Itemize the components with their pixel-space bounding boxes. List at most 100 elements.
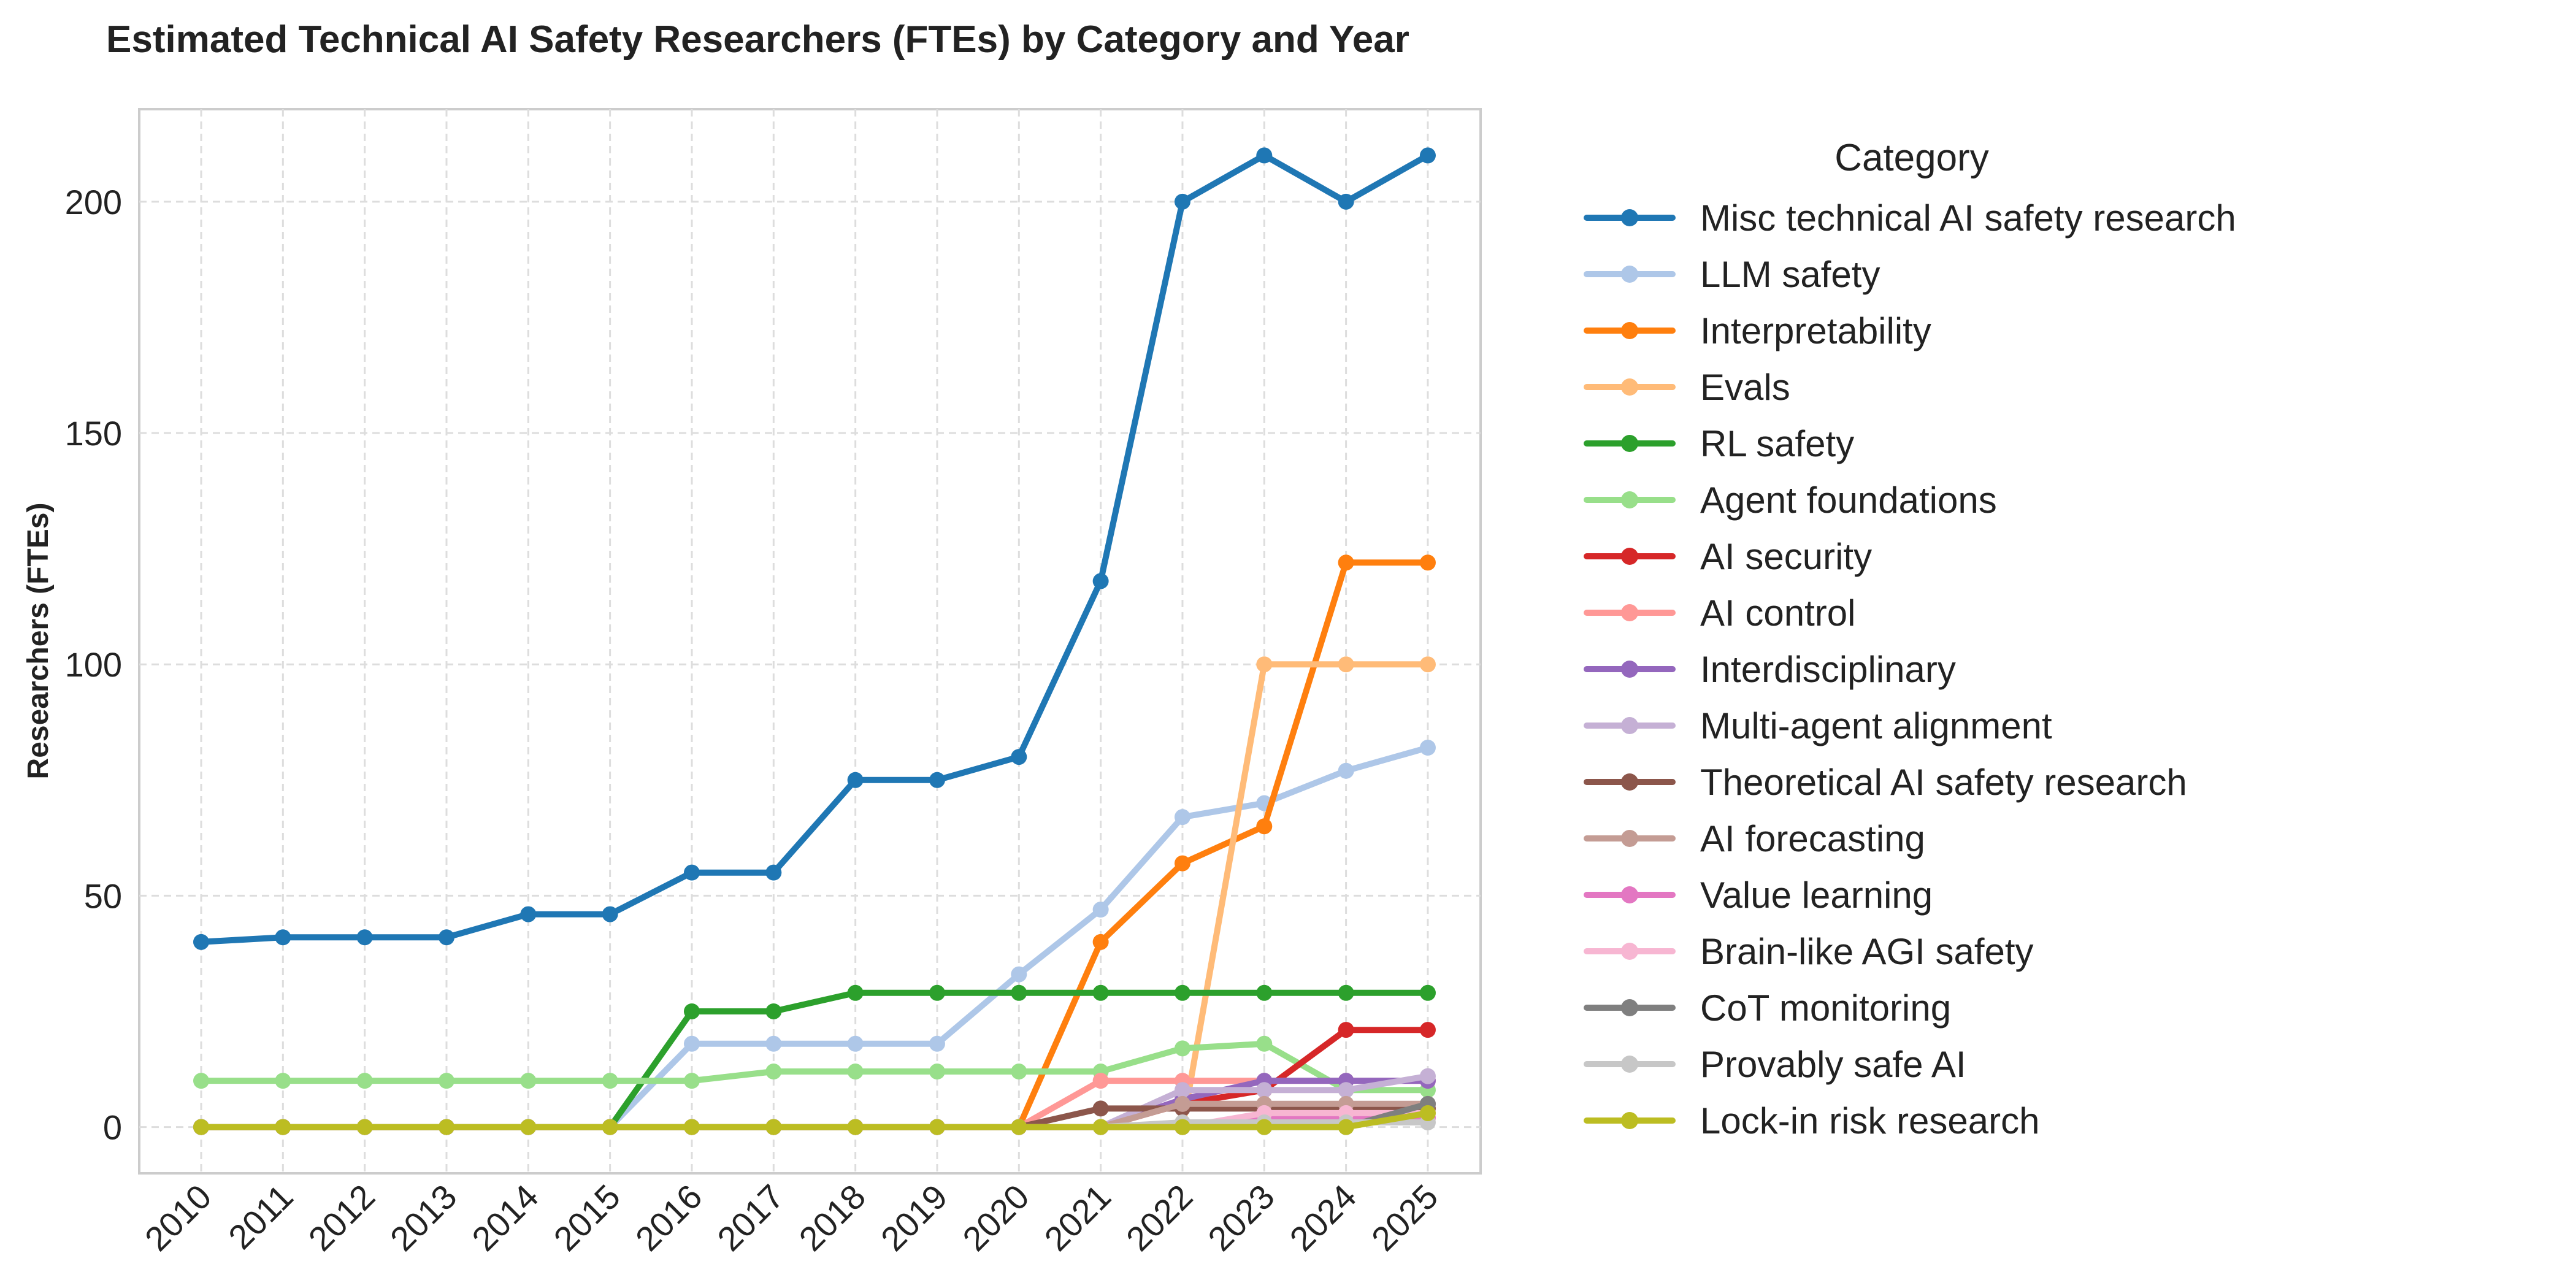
legend-item: Agent foundations [1584, 480, 1997, 521]
plot-area [138, 108, 1482, 1175]
legend-label: Provably safe AI [1700, 1044, 1966, 1085]
legend-item: CoT monitoring [1584, 987, 1951, 1029]
data-point [1338, 1082, 1354, 1098]
data-point [520, 906, 537, 922]
legend-label: CoT monitoring [1700, 987, 1951, 1029]
legend-item: RL safety [1584, 423, 1854, 464]
data-point [683, 1003, 700, 1019]
legend-label: LLM safety [1700, 254, 1880, 295]
data-point [847, 1119, 864, 1135]
legend-item: Misc technical AI safety research [1584, 197, 2236, 239]
data-point [356, 929, 373, 946]
data-point [765, 1035, 782, 1052]
legend-label: Misc technical AI safety research [1700, 197, 2236, 239]
data-point [1174, 1040, 1190, 1057]
data-point [1338, 1119, 1354, 1135]
legend-swatch-marker [1621, 661, 1638, 678]
data-point [1092, 902, 1109, 918]
data-point [1338, 554, 1354, 571]
legend-swatch-marker [1621, 943, 1638, 960]
data-point [847, 1064, 864, 1080]
data-point [1174, 1082, 1190, 1098]
data-point [1419, 740, 1436, 756]
data-point [1092, 1073, 1109, 1089]
data-point [929, 1119, 945, 1135]
data-point [1092, 933, 1109, 950]
data-point [683, 1035, 700, 1052]
data-point [1174, 1119, 1190, 1135]
data-point [1338, 762, 1354, 779]
legend-swatch-marker [1621, 322, 1638, 339]
data-point [1092, 1119, 1109, 1135]
data-point [1174, 809, 1190, 826]
data-point [193, 933, 209, 950]
legend-item: Interpretability [1584, 310, 1931, 351]
series-path [198, 1040, 1431, 1094]
data-point [1011, 1119, 1027, 1135]
legend-label: AI control [1700, 592, 1855, 634]
data-point [520, 1119, 537, 1135]
data-point [602, 1073, 618, 1089]
data-point [1256, 1035, 1273, 1052]
legend-swatch-marker [1621, 435, 1638, 452]
legend-swatch-marker [1621, 1112, 1638, 1129]
data-point [275, 1073, 291, 1089]
y-tick-label: 150 [65, 414, 122, 453]
legend: Category Misc technical AI safety resear… [1584, 137, 2236, 1141]
data-point [1419, 1068, 1436, 1084]
legend-item: Provably safe AI [1584, 1044, 1966, 1085]
data-point [1174, 193, 1190, 210]
legend-label: AI security [1700, 536, 1872, 577]
data-point [1174, 855, 1190, 872]
grid-lines [139, 109, 1481, 1173]
legend-label: RL safety [1700, 423, 1854, 464]
legend-swatch-marker [1621, 999, 1638, 1016]
data-point [1092, 1100, 1109, 1117]
legend-swatch-marker [1621, 491, 1638, 508]
legend-item: LLM safety [1584, 254, 1880, 295]
y-axis-label: Researchers (FTEs) [22, 503, 55, 780]
legend-swatch-marker [1621, 1056, 1638, 1073]
legend-label: Theoretical AI safety research [1700, 762, 2187, 803]
data-point [847, 772, 864, 788]
legend-item: Lock-in risk research [1584, 1100, 2040, 1141]
data-point [929, 1035, 945, 1052]
legend-title: Category [1834, 137, 1989, 179]
data-point [1419, 147, 1436, 164]
data-point [275, 1119, 291, 1135]
data-point [1256, 656, 1273, 673]
data-point [1338, 1022, 1354, 1038]
y-axis-ticks: 0 50 100 150 200 [65, 183, 122, 1147]
legend-swatch-marker [1621, 548, 1638, 565]
legend-swatch-marker [1621, 830, 1638, 847]
legend-label: Lock-in risk research [1700, 1100, 2040, 1141]
data-point [1419, 1022, 1436, 1038]
data-point [438, 929, 454, 946]
legend-swatch-marker [1621, 717, 1638, 734]
data-point [1092, 573, 1109, 589]
legend-label: Interdisciplinary [1700, 649, 1956, 690]
data-point [765, 1119, 782, 1135]
legend-item: Multi-agent alignment [1584, 705, 2052, 746]
data-point [275, 929, 291, 946]
data-point [1011, 966, 1027, 983]
legend-label: Brain-like AGI safety [1700, 931, 2034, 972]
data-point [1256, 818, 1273, 835]
data-point [1011, 984, 1027, 1001]
y-tick-label: 50 [84, 876, 122, 915]
data-point [1011, 1064, 1027, 1080]
legend-item: Theoretical AI safety research [1584, 762, 2187, 803]
legend-swatch-marker [1621, 209, 1638, 226]
legend-label: Agent foundations [1700, 480, 1997, 521]
legend-item: AI security [1584, 536, 1872, 577]
legend-label: Multi-agent alignment [1700, 705, 2052, 746]
series-line [193, 1035, 1436, 1098]
legend-swatch-marker [1621, 378, 1638, 396]
data-point [1174, 984, 1190, 1001]
data-point [929, 1064, 945, 1080]
legend-swatch-marker [1621, 773, 1638, 791]
data-point [438, 1073, 454, 1089]
legend-item: Brain-like AGI safety [1584, 931, 2034, 972]
data-point [1256, 1119, 1273, 1135]
